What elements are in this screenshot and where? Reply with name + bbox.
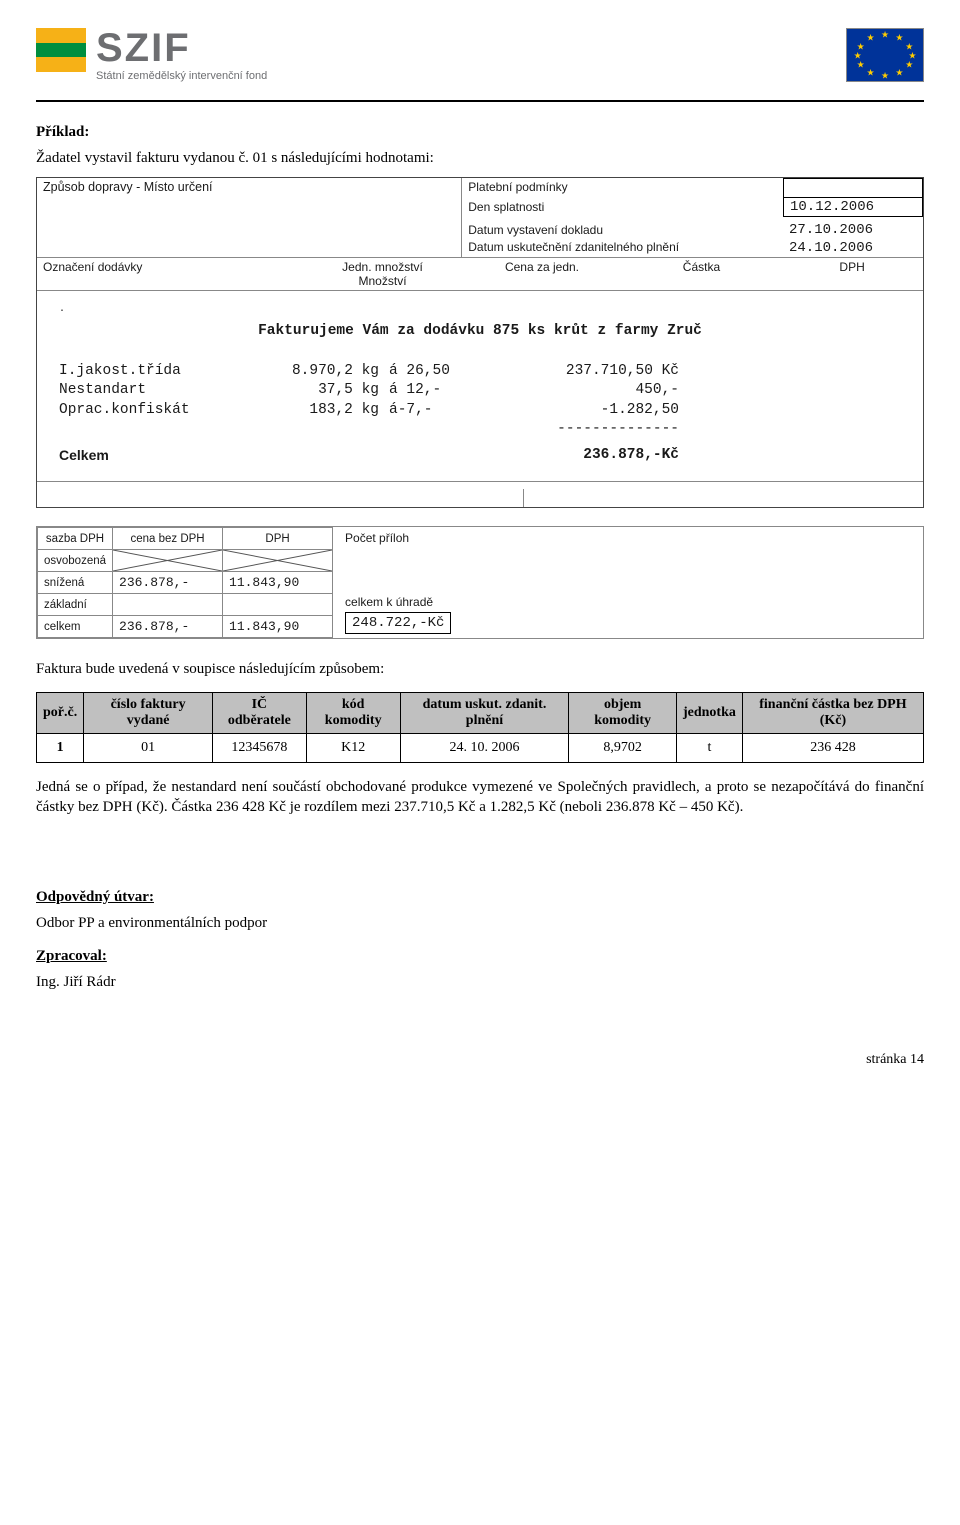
line-unit: á 26,50 — [389, 362, 489, 382]
tax-date: 24.10.2006 — [783, 239, 923, 257]
vat-row: základní — [38, 594, 333, 616]
due-date: 10.12.2006 — [783, 197, 923, 217]
total-value: 236.878,-Kč — [249, 446, 679, 466]
vat-row: celkem 236.878,- 11.843,90 — [38, 616, 333, 638]
tiny-dot: . — [59, 303, 901, 317]
vat-base — [113, 594, 223, 616]
vat-block: sazba DPH cena bez DPH DPH osvobozená sn… — [36, 526, 924, 639]
header-divider — [36, 100, 924, 102]
line-qty: 37,5 kg — [249, 381, 389, 401]
szif-stripes-icon — [36, 28, 86, 72]
issue-date: 27.10.2006 — [783, 221, 923, 239]
vat-amount — [223, 594, 333, 616]
vat-header: DPH — [223, 528, 333, 550]
invoice-column-headers: Označení dodávky Jedn. množství Množství… — [37, 258, 923, 291]
th: finanční částka bez DPH (Kč) — [742, 692, 923, 733]
th: poř.č. — [37, 692, 84, 733]
total-due-label: celkem k úhradě — [345, 595, 911, 609]
th: číslo faktury vydané — [84, 692, 213, 733]
td: 1 — [37, 733, 84, 762]
vat-amount: 11.843,90 — [223, 616, 333, 638]
crossed-cell-icon — [113, 550, 223, 572]
total-label: Celkem — [59, 446, 249, 466]
col-header: Označení dodávky — [37, 258, 303, 290]
col-header: Cena za jedn. — [462, 258, 621, 290]
cond-label: Den splatnosti — [462, 199, 783, 215]
td: 01 — [84, 733, 213, 762]
col-header: DPH — [781, 258, 923, 290]
below-invoice-text: Faktura bude uvedená v soupisce následuj… — [36, 659, 924, 679]
th: kód komodity — [306, 692, 400, 733]
col-header: Částka — [622, 258, 781, 290]
vat-table: sazba DPH cena bez DPH DPH osvobozená sn… — [37, 527, 333, 638]
total-due-value: 248.722,-Kč — [345, 612, 451, 634]
footer-block: Odpovědný útvar: Odbor PP a environmentá… — [36, 887, 924, 992]
line-qty: 183,2 kg — [249, 401, 389, 421]
author-label: Zpracoval: — [36, 946, 924, 966]
td: K12 — [306, 733, 400, 762]
szif-title: SZIF — [96, 28, 267, 68]
line-qty: 8.970,2 kg — [249, 362, 389, 382]
vat-rate: osvobozená — [38, 550, 113, 572]
col-header: Jedn. množství Množství — [303, 258, 462, 290]
invoice-title: Fakturujeme Vám za dodávku 875 ks krůt z… — [59, 322, 901, 342]
invoice-total: Celkem 236.878,-Kč — [59, 446, 901, 466]
dept-label: Odpovědný útvar: — [36, 887, 924, 907]
transport-label: Způsob dopravy - Místo určení — [37, 178, 462, 257]
td: 24. 10. 2006 — [400, 733, 569, 762]
td: 8,9702 — [569, 733, 677, 762]
invoice-line: I.jakost.třída 8.970,2 kg á 26,50 237.71… — [59, 362, 901, 382]
attachments-label: Počet příloh — [345, 531, 911, 545]
line-amount: 450,- — [489, 381, 679, 401]
example-label: Příklad: — [36, 122, 924, 142]
page-header: SZIF Státní zemědělský intervenční fond … — [36, 28, 924, 82]
cond-label: Datum uskutečnění zdanitelného plnění — [462, 240, 783, 255]
td: t — [676, 733, 742, 762]
line-unit: á-7,- — [389, 401, 489, 421]
th: jednotka — [676, 692, 742, 733]
vat-base: 236.878,- — [113, 616, 223, 638]
dept-value: Odbor PP a environmentálních podpor — [36, 913, 924, 933]
invoice-line: Nestandart 37,5 kg á 12,- 450,- — [59, 381, 901, 401]
line-desc: Oprac.konfiskát — [59, 401, 249, 421]
invoice-line: Oprac.konfiskát 183,2 kg á-7,- -1.282,50 — [59, 401, 901, 421]
vat-header: sazba DPH — [38, 528, 113, 550]
line-amount: 237.710,50 Kč — [489, 362, 679, 382]
szif-logo: SZIF Státní zemědělský intervenční fond — [36, 28, 267, 82]
eu-flag-icon: ★ ★ ★ ★ ★ ★ ★ ★ ★ ★ ★ ★ — [846, 28, 924, 82]
vat-rate: celkem — [38, 616, 113, 638]
table-row: 1 01 12345678 K12 24. 10. 2006 8,9702 t … — [37, 733, 924, 762]
page-number: stránka 14 — [36, 1052, 924, 1068]
invoice-scan: Způsob dopravy - Místo určení Platební p… — [36, 177, 924, 640]
cond-value — [783, 178, 923, 197]
payment-conditions: Platební podmínky Den splatnosti 10.12.2… — [462, 178, 923, 257]
th: datum uskut. zdanit. plnění — [400, 692, 569, 733]
example-line: Žadatel vystavil fakturu vydanou č. 01 s… — [36, 148, 924, 168]
empty-ruled-row — [37, 489, 923, 507]
th: IČ odběratele — [213, 692, 307, 733]
cond-label: Datum vystavení dokladu — [462, 222, 783, 238]
vat-base: 236.878,- — [113, 572, 223, 594]
vat-header: cena bez DPH — [113, 528, 223, 550]
line-amount: -1.282,50 — [489, 401, 679, 421]
invoice-body: . Fakturujeme Vám za dodávku 875 ks krůt… — [37, 291, 923, 482]
td: 236 428 — [742, 733, 923, 762]
td: 12345678 — [213, 733, 307, 762]
szif-subtitle: Státní zemědělský intervenční fond — [96, 70, 267, 82]
vat-amount: 11.843,90 — [223, 572, 333, 594]
crossed-cell-icon — [223, 550, 333, 572]
vat-rate: základní — [38, 594, 113, 616]
line-desc: I.jakost.třída — [59, 362, 249, 382]
author-value: Ing. Jiří Rádr — [36, 972, 924, 992]
vat-row: osvobozená — [38, 550, 333, 572]
explanation-paragraph: Jedná se o případ, že nestandard není so… — [36, 777, 924, 818]
vat-row: snížená 236.878,- 11.843,90 — [38, 572, 333, 594]
line-desc: Nestandart — [59, 381, 249, 401]
summary-table: poř.č. číslo faktury vydané IČ odběratel… — [36, 692, 924, 763]
dash-separator: -------------- — [59, 420, 679, 440]
line-unit: á 12,- — [389, 381, 489, 401]
cond-label: Platební podmínky — [462, 179, 783, 195]
vat-rate: snížená — [38, 572, 113, 594]
th: objem komodity — [569, 692, 677, 733]
